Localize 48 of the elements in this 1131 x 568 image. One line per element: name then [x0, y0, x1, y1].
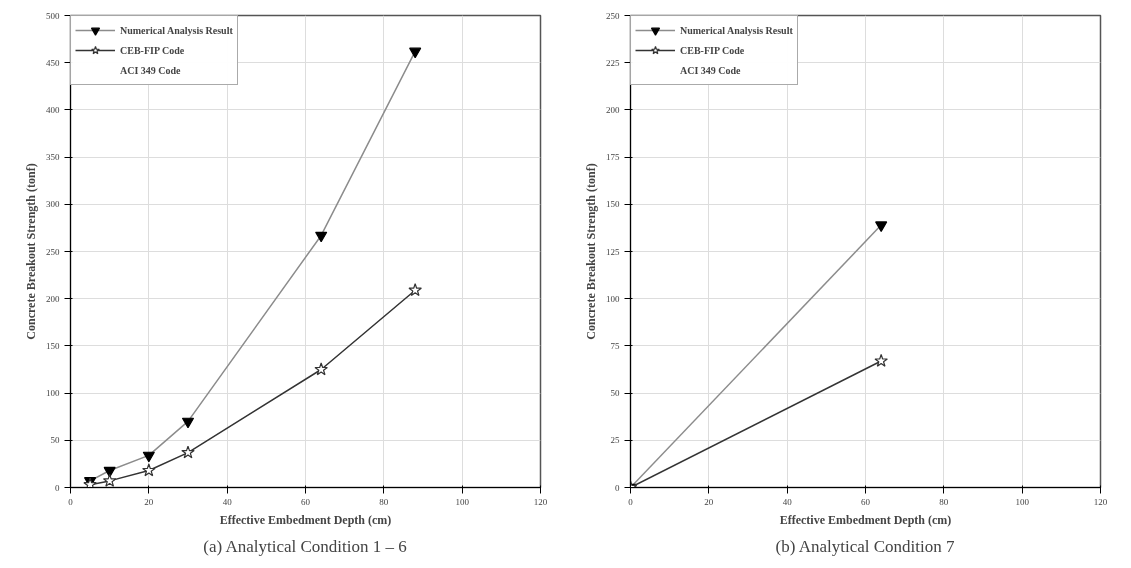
y-tick-label: 225 [606, 57, 620, 68]
legend-label: CEB-FIP Code [680, 44, 745, 56]
y-tick-label: 300 [46, 199, 60, 210]
y-tick-label: 200 [46, 293, 60, 304]
y-axis-title: Concrete Breakout Strength (tonf) [24, 163, 38, 340]
x-tick-label: 80 [379, 496, 389, 507]
legend-label: Numerical Analysis Result [680, 24, 793, 36]
y-tick-label: 150 [46, 340, 60, 351]
x-tick-label: 120 [533, 496, 548, 507]
text: (a) Analytical Condition 1 – 6 [203, 536, 407, 556]
x-tick-label: 20 [144, 496, 154, 507]
y-tick-label: 250 [606, 10, 620, 21]
y-tick-label: 50 [50, 435, 60, 446]
legend-label: ACI 349 Code [120, 64, 181, 76]
y-tick-label: 0 [55, 482, 60, 493]
x-tick-label: 120 [1093, 496, 1108, 507]
y-tick-label: 175 [606, 152, 620, 163]
text: (b) Analytical Condition 7 [775, 536, 956, 556]
x-axis-title: Effective Embedment Depth (cm) [219, 512, 392, 527]
x-tick-label: 100 [455, 496, 470, 507]
y-tick-label: 100 [46, 388, 60, 399]
y-tick-label: 450 [46, 57, 60, 68]
x-tick-label: 100 [1015, 496, 1030, 507]
x-tick-label: 40 [782, 496, 793, 507]
y-tick-label: 0 [615, 482, 620, 493]
y-tick-label: 500 [46, 10, 60, 21]
x-tick-label: 20 [704, 496, 714, 507]
x-tick-label: 40 [222, 496, 233, 507]
y-tick-label: 50 [610, 388, 620, 399]
legend-label: Numerical Analysis Result [120, 24, 233, 36]
y-tick-label: 75 [610, 340, 620, 351]
y-tick-label: 150 [606, 199, 620, 210]
y-tick-label: 25 [610, 435, 620, 446]
y-tick-label: 250 [46, 246, 60, 257]
x-tick-label: 60 [301, 496, 311, 507]
legend-label: CEB-FIP Code [120, 44, 185, 56]
x-tick-label: 60 [861, 496, 871, 507]
x-tick-label: 0 [628, 496, 634, 507]
x-tick-label: 80 [939, 496, 949, 507]
y-tick-label: 100 [606, 293, 620, 304]
y-tick-label: 350 [46, 152, 60, 163]
y-tick-label: 125 [606, 246, 620, 257]
legend-label: ACI 349 Code [680, 64, 741, 76]
x-axis-title: Effective Embedment Depth (cm) [779, 512, 952, 527]
y-tick-label: 400 [46, 104, 60, 115]
y-axis-title: Concrete Breakout Strength (tonf) [584, 163, 598, 340]
y-tick-label: 200 [606, 104, 620, 115]
x-tick-label: 0 [68, 496, 74, 507]
